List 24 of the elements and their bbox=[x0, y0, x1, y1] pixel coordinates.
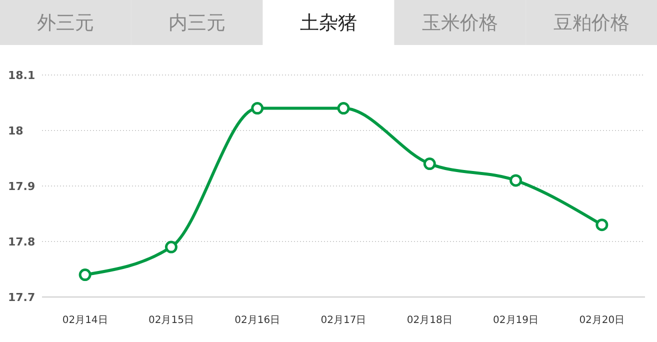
y-tick-label: 17.7 bbox=[8, 291, 36, 304]
x-tick-label: 02月14日 bbox=[62, 315, 108, 326]
x-tick-label: 02月15日 bbox=[148, 315, 194, 326]
text: 外三元 bbox=[37, 12, 94, 34]
point bbox=[164, 240, 178, 254]
point bbox=[251, 102, 264, 115]
point bbox=[423, 158, 436, 170]
y-tick-label: 17.8 bbox=[8, 236, 36, 248]
x-tick-label: 02月16日 bbox=[234, 315, 280, 326]
point bbox=[337, 102, 350, 115]
y-tick-label: 17.9 bbox=[8, 180, 36, 193]
text: 豆粕价格 bbox=[553, 12, 630, 34]
text: 土杂猪 bbox=[300, 12, 357, 34]
y-tick-label: 18.1 bbox=[8, 69, 36, 82]
x-tick-label: 02月19日 bbox=[493, 315, 539, 326]
point bbox=[510, 174, 522, 187]
text: 内三元 bbox=[168, 12, 226, 34]
point bbox=[596, 218, 608, 232]
y-tick-label: 18 bbox=[8, 124, 24, 138]
x-tick-label: 02月18日 bbox=[406, 315, 452, 326]
x-tick-label: 02月17日 bbox=[320, 315, 366, 326]
text: 玉米价格 bbox=[422, 12, 498, 34]
point bbox=[78, 268, 92, 282]
x-tick-label: 02月20日 bbox=[579, 315, 625, 326]
